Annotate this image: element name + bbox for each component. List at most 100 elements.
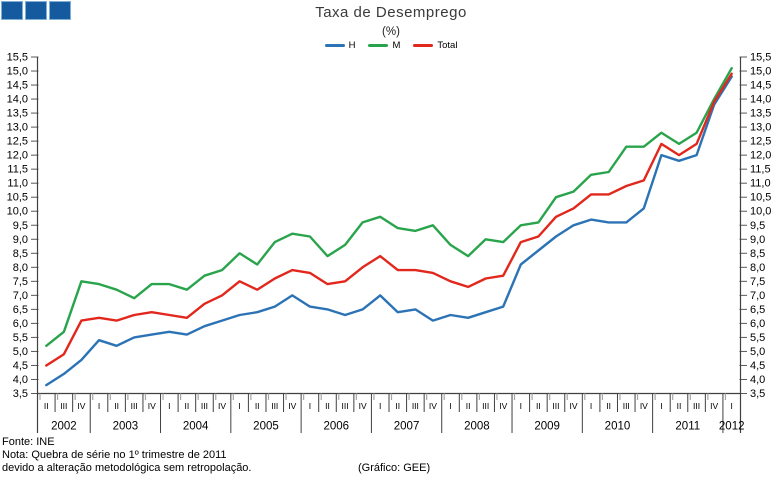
axis-label: I <box>168 401 170 411</box>
axis-label: II <box>44 401 49 411</box>
axis-label: III <box>201 401 208 411</box>
axis-label: III <box>271 401 278 411</box>
axis-label: II <box>677 401 682 411</box>
series-line-m <box>45 66 733 347</box>
axis-label: 14,0 <box>750 94 771 106</box>
axis-label: III <box>623 401 630 411</box>
axis-label: 9,5 <box>13 220 28 232</box>
axis-label: I <box>520 401 522 411</box>
axis-label: II <box>395 401 400 411</box>
axis-label: III <box>342 401 349 411</box>
axis-label: 2005 <box>253 421 279 433</box>
axis-label: IV <box>499 401 507 411</box>
axis-label: 3,5 <box>13 388 28 400</box>
legend-item-m: M <box>368 40 400 51</box>
legend-label: H <box>348 40 356 51</box>
axis-label: I <box>660 401 662 411</box>
axis-label: 4,0 <box>750 374 765 386</box>
axis-label: 10,0 <box>7 206 28 218</box>
series-line-total <box>45 72 733 367</box>
axis-label: III <box>693 401 700 411</box>
axis-label: II <box>325 401 330 411</box>
chart-footnotes: Fonte: INE Nota: Quebra de série no 1º t… <box>2 436 251 475</box>
axis-label: 2008 <box>464 421 490 433</box>
axis-label: III <box>552 401 559 411</box>
axis-label: II <box>185 401 190 411</box>
axis-label: 12,0 <box>7 150 28 162</box>
axis-label: I <box>590 401 592 411</box>
axis-label: 11,5 <box>750 164 771 176</box>
axis-label: 15,0 <box>7 66 28 78</box>
source-note: Fonte: INE <box>2 436 55 448</box>
axis-label: I <box>309 401 311 411</box>
axis-label: 4,5 <box>750 360 765 372</box>
break-note-line1: Nota: Quebra de série no 1º trimestre de… <box>2 449 227 461</box>
series-line-h <box>45 75 733 387</box>
axis-label: III <box>412 401 419 411</box>
axis-label: 8,0 <box>750 262 765 274</box>
logo-square <box>25 1 47 20</box>
axis-label: IV <box>710 401 718 411</box>
axis-label: 5,0 <box>13 346 28 358</box>
axis-label: 5,0 <box>750 346 765 358</box>
axis-label: 8,0 <box>13 262 28 274</box>
axis-label: 7,0 <box>750 290 765 302</box>
axis-label: 11,0 <box>750 178 771 190</box>
axis-label: 6,5 <box>750 304 765 316</box>
axis-label: 2007 <box>394 421 420 433</box>
axis-label: 13,5 <box>750 108 771 120</box>
axis-label: 2003 <box>113 421 139 433</box>
axis-label: II <box>255 401 260 411</box>
axis-label: 2002 <box>51 421 77 433</box>
axis-label: 4,0 <box>13 374 28 386</box>
legend-line-swatch <box>324 44 345 47</box>
axis-label: IV <box>640 401 648 411</box>
axis-label: IV <box>359 401 367 411</box>
axis-label: 5,5 <box>13 332 28 344</box>
axis-label: 8,5 <box>750 248 765 260</box>
legend-label: M <box>392 40 401 51</box>
axis-label: 15,5 <box>7 52 28 64</box>
axis-label: 10,5 <box>7 192 28 204</box>
axis-label: IV <box>288 401 296 411</box>
logo <box>1 1 71 20</box>
axis-label: III <box>131 401 138 411</box>
axis-label: 14,5 <box>750 80 771 92</box>
axis-label: 6,5 <box>13 304 28 316</box>
axis-label: 14,5 <box>7 80 28 92</box>
axis-label: 7,5 <box>13 276 28 288</box>
legend-label: Total <box>437 40 458 51</box>
axis-label: IV <box>77 401 85 411</box>
axis-label: 10,0 <box>750 206 771 218</box>
legend-line-swatch <box>413 44 434 47</box>
axis-label: 9,5 <box>750 220 765 232</box>
axis-label: 2012 <box>719 421 745 433</box>
axis-label: 10,5 <box>750 192 771 204</box>
break-note-line2: devido a alteração metodológica sem retr… <box>2 462 252 474</box>
axis-label: IV <box>429 401 437 411</box>
axis-label: 13,5 <box>7 108 28 120</box>
axis-label: 11,5 <box>7 164 28 176</box>
legend-line-swatch <box>368 44 389 47</box>
logo-square <box>49 1 71 20</box>
credit-note: (Gráfico: GEE) <box>358 462 431 474</box>
axis-label: II <box>536 401 541 411</box>
axis-label: 6,0 <box>750 318 765 330</box>
axis-label: I <box>238 401 240 411</box>
axis-label: 5,5 <box>750 332 765 344</box>
axis-label: IV <box>218 401 226 411</box>
axis-label: 9,0 <box>13 234 28 246</box>
axis-label: 2004 <box>183 421 209 433</box>
chart-subtitle: (%) <box>382 26 400 38</box>
axis-label: 14,0 <box>7 94 28 106</box>
axis-label: 7,0 <box>13 290 28 302</box>
axis-label: 12,5 <box>750 136 771 148</box>
axis-label: 15,0 <box>750 66 771 78</box>
axis-label: 8,5 <box>13 248 28 260</box>
chart-legend: H M Total <box>191 40 591 51</box>
axis-label: III <box>60 401 67 411</box>
legend-item-total: Total <box>413 40 457 51</box>
axis-label: 2011 <box>675 421 700 433</box>
axis-label: 13,0 <box>7 122 28 134</box>
axis-label: IV <box>148 401 156 411</box>
